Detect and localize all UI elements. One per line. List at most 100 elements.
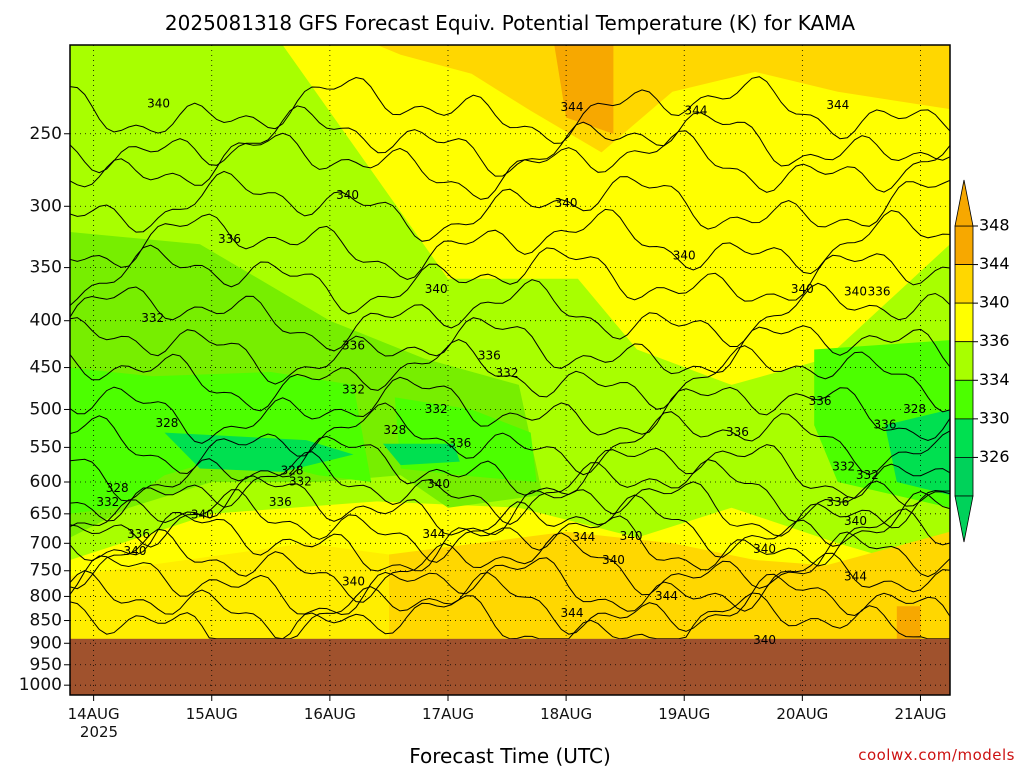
contour-line bbox=[70, 528, 950, 603]
x-axis-label: Forecast Time (UTC) bbox=[409, 744, 611, 768]
contour-label: 344 bbox=[826, 98, 849, 112]
contour-label: 340 bbox=[602, 553, 625, 567]
contour-line bbox=[70, 451, 950, 525]
colorbar-arrow-bottom bbox=[954, 495, 974, 543]
contour-label: 344 bbox=[422, 527, 445, 541]
band-lower-342 bbox=[70, 543, 389, 639]
contour-line bbox=[70, 489, 950, 563]
chart-title: 2025081318 GFS Forecast Equiv. Potential… bbox=[165, 11, 856, 35]
x-tick-label: 20AUG bbox=[776, 705, 828, 723]
contour-line bbox=[70, 279, 950, 352]
contour-line bbox=[70, 552, 950, 616]
colorbar-segment bbox=[954, 379, 974, 420]
contour-line bbox=[70, 76, 950, 144]
colorbar-segment bbox=[954, 302, 974, 343]
x-year-label: 2025 bbox=[80, 723, 118, 741]
x-tick-label: 19AUG bbox=[658, 705, 710, 723]
contour-label: 340 bbox=[844, 514, 867, 528]
contour-label: 328 bbox=[155, 416, 178, 430]
contour-label: 336 bbox=[342, 338, 365, 352]
contour-lines bbox=[70, 76, 950, 640]
contour-label: 340 bbox=[844, 284, 867, 298]
contour-label: 340 bbox=[427, 477, 450, 491]
contour-label: 340 bbox=[555, 196, 578, 210]
y-tick-label: 450 bbox=[30, 358, 62, 378]
x-tick-label: 14AUG bbox=[68, 705, 120, 723]
colorbar-segment bbox=[954, 341, 974, 381]
contour-label: 336 bbox=[868, 284, 891, 298]
colorbar-segment bbox=[954, 264, 974, 304]
x-axis: 14AUG 15AUG 16AUG 17AUG 18AUG 19AUG 20AUG 21AUG bbox=[68, 695, 946, 723]
plot-frame bbox=[69, 44, 951, 696]
y-tick-label: 950 bbox=[30, 655, 62, 675]
y-tick-label: 850 bbox=[30, 611, 62, 631]
band-upper-344 bbox=[377, 45, 950, 153]
contour-label: 344 bbox=[685, 103, 708, 117]
contour-line bbox=[70, 317, 950, 385]
contour-label: 344 bbox=[844, 570, 867, 584]
colorbar-segment bbox=[954, 225, 974, 265]
contour-label: 344 bbox=[655, 589, 678, 603]
x-tick-label: 17AUG bbox=[422, 705, 474, 723]
contour-line bbox=[70, 475, 950, 537]
color-bands bbox=[70, 45, 950, 695]
y-tick-label: 750 bbox=[30, 561, 62, 581]
y-tick-label: 300 bbox=[30, 196, 62, 216]
colorbar-tick-label: 334 bbox=[979, 370, 1010, 389]
y-tick-label: 800 bbox=[30, 586, 62, 606]
contour-label: 340 bbox=[753, 633, 776, 647]
contour-label: 332 bbox=[856, 468, 879, 482]
contour-label: 332 bbox=[289, 475, 312, 489]
contour-label: 344 bbox=[561, 100, 584, 114]
colorbar-tick-label: 336 bbox=[979, 331, 1010, 350]
contour-label: 336 bbox=[874, 418, 897, 432]
contour-label: 340 bbox=[342, 575, 365, 589]
contour-line bbox=[70, 402, 950, 476]
x-tick-label: 18AUG bbox=[540, 705, 592, 723]
contour-line bbox=[70, 208, 950, 281]
y-tick-label: 900 bbox=[30, 633, 62, 653]
contour-label: 328 bbox=[281, 464, 304, 478]
y-tick-label: 400 bbox=[30, 311, 62, 331]
band-lower-348 bbox=[896, 606, 921, 639]
contour-label: 328 bbox=[106, 481, 129, 495]
colorbar: 348 344 340 336 334 330 326 bbox=[954, 179, 1010, 543]
grid-lines bbox=[70, 45, 950, 695]
contour-label: 340 bbox=[336, 188, 359, 202]
y-tick-label: 500 bbox=[30, 399, 62, 419]
band-326-east bbox=[885, 409, 950, 495]
y-tick-label: 600 bbox=[30, 472, 62, 492]
contour-label: 340 bbox=[191, 508, 214, 522]
contour-label: 332 bbox=[342, 382, 365, 396]
contour-label: 340 bbox=[124, 544, 147, 558]
band-326-west bbox=[164, 432, 354, 472]
x-tick-label: 15AUG bbox=[186, 705, 238, 723]
colorbar-tick-label: 330 bbox=[979, 408, 1010, 427]
contour-label: 328 bbox=[383, 423, 406, 437]
contour-label: 332 bbox=[832, 460, 855, 474]
colorbar-tick-label: 348 bbox=[979, 216, 1010, 235]
contour-label: 340 bbox=[753, 542, 776, 556]
y-tick-label: 350 bbox=[30, 258, 62, 278]
contour-label: 332 bbox=[425, 402, 448, 416]
contour-label: 336 bbox=[826, 495, 849, 509]
credit-text: coolwx.com/models bbox=[858, 746, 1015, 764]
y-tick-label: 650 bbox=[30, 504, 62, 524]
y-tick-label: 250 bbox=[30, 124, 62, 144]
contour-label: 336 bbox=[448, 436, 471, 450]
contour-label: 340 bbox=[147, 97, 170, 111]
contour-label: 340 bbox=[673, 249, 696, 263]
colorbar-tick-label: 344 bbox=[979, 254, 1010, 273]
contour-label: 340 bbox=[425, 282, 448, 296]
contour-label: 336 bbox=[478, 348, 501, 362]
contour-label: 332 bbox=[141, 311, 164, 325]
band-326-mid bbox=[383, 443, 460, 466]
y-tick-label: 550 bbox=[30, 437, 62, 457]
contour-line bbox=[70, 105, 950, 177]
x-tick-label: 16AUG bbox=[304, 705, 356, 723]
contour-label: 336 bbox=[809, 394, 832, 408]
contour-label: 336 bbox=[127, 527, 150, 541]
